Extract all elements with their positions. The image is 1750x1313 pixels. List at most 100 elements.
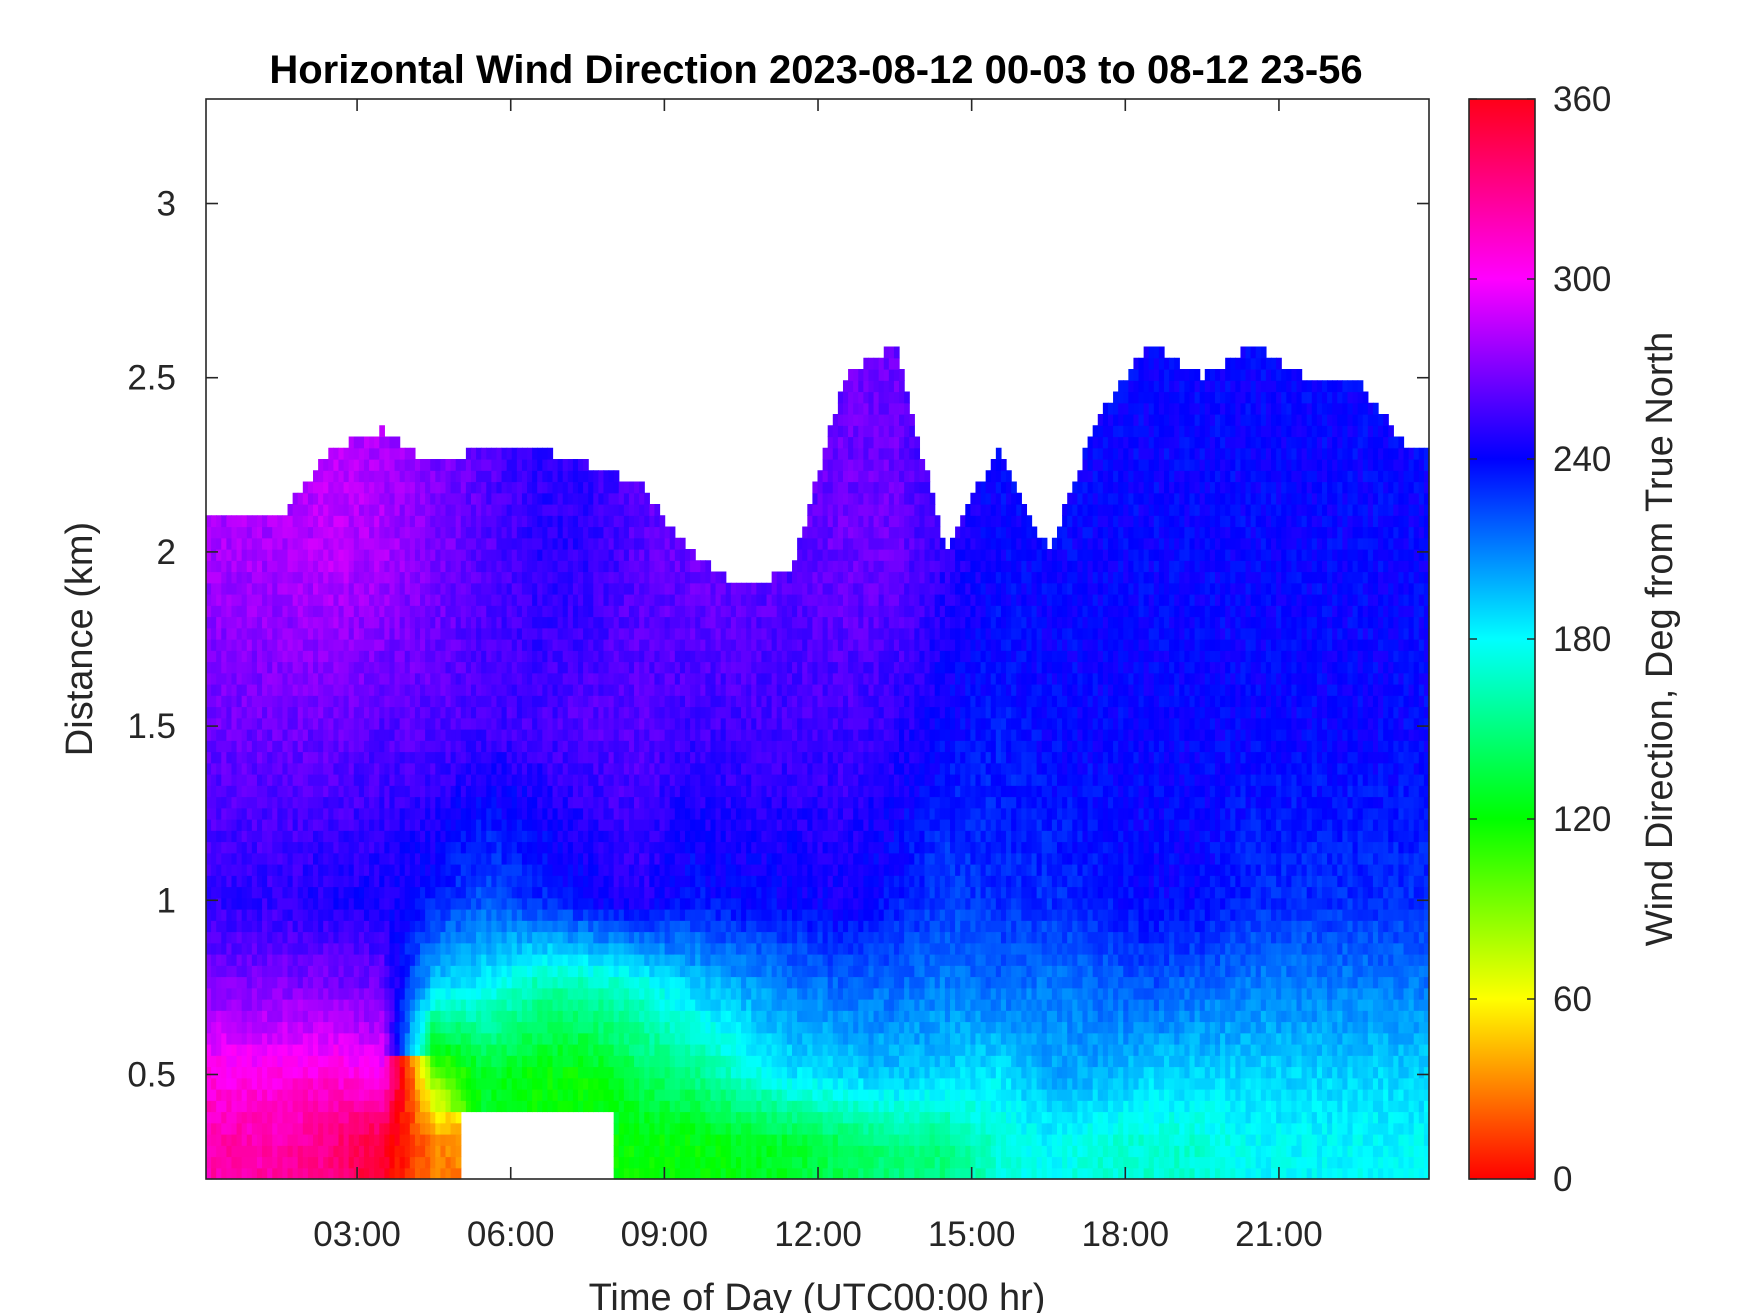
heatmap-cell [256,661,263,674]
heatmap-cell [251,1156,258,1169]
heatmap-cell [542,1077,549,1090]
heatmap-cell [414,841,421,854]
heatmap-cell [476,931,482,944]
heatmap-cell [425,1066,431,1079]
heatmap-cell [537,785,543,798]
heatmap-cell [450,504,457,516]
heatmap-cell [440,717,447,730]
heatmap-cell [333,954,340,966]
heatmap-cell [414,909,421,921]
heatmap-cell [603,886,610,899]
heatmap-cell [476,560,482,573]
heatmap-cell [532,582,538,595]
heatmap-cell [547,852,554,865]
heatmap-cell [297,807,304,820]
heatmap-cell [389,470,396,483]
heatmap-cell [216,987,222,1000]
heatmap-cell [491,740,498,753]
heatmap-cell [537,684,543,696]
heatmap-cell [369,717,375,730]
heatmap-cell [313,774,319,786]
heatmap-cell [241,1156,248,1169]
heatmap-cell [221,1156,227,1169]
heatmap-cell [491,1021,498,1034]
heatmap-cell [231,931,238,944]
heatmap-cell [348,864,355,876]
heatmap-cell [404,549,411,561]
heatmap-cell [547,515,554,528]
heatmap-cell [221,594,227,606]
heatmap-cell [333,650,340,663]
heatmap-cell [435,1066,442,1079]
heatmap-cell [420,830,426,843]
heatmap-cell [547,459,554,471]
heatmap-cell [338,942,345,955]
heatmap-cell [343,1010,350,1023]
heatmap-cell [313,605,319,618]
heatmap-cell [369,740,375,753]
heatmap-cell [542,481,549,494]
heatmap-cell [440,1111,447,1124]
heatmap-cell [363,661,370,674]
heatmap-cell [251,717,258,730]
heatmap-cell [552,717,559,730]
heatmap-cell [491,1077,498,1090]
heatmap-cell [302,807,309,820]
heatmap-cell [552,1032,559,1045]
heatmap-cell [455,470,462,483]
heatmap-cell [578,987,584,1000]
heatmap-cell [506,729,513,741]
heatmap-cell [282,1156,289,1169]
heatmap-cell [425,582,431,595]
heatmap-cell [394,807,401,820]
heatmap-cell [557,897,564,910]
heatmap-cell [404,1077,411,1090]
heatmap-cell [277,582,284,595]
heatmap-cell [460,920,467,933]
heatmap-cell [236,1100,243,1113]
heatmap-cell [476,942,482,955]
heatmap-cell [384,571,391,584]
heatmap-cell [272,864,278,876]
heatmap-cell [221,807,227,820]
heatmap-cell [481,740,487,753]
heatmap-cell [450,627,457,640]
heatmap-cell [333,875,340,888]
heatmap-cell [557,965,564,978]
heatmap-cell [603,492,610,505]
heatmap-cell [409,515,416,528]
heatmap-cell [409,1066,416,1079]
heatmap-cell [516,459,523,471]
heatmap-cell [506,954,513,966]
heatmap-cell [588,740,594,753]
heatmap-cell [282,1089,289,1101]
heatmap-cell [318,1167,324,1180]
heatmap-cell [613,492,620,505]
heatmap-cell [369,1066,375,1079]
heatmap-cell [516,965,523,978]
heatmap-cell [516,819,523,831]
heatmap-cell [307,942,314,955]
heatmap-cell [277,684,284,696]
heatmap-cell [348,942,355,955]
heatmap-cell [420,774,426,786]
heatmap-cell [277,807,284,820]
heatmap-cell [206,1100,212,1113]
heatmap-cell [323,976,329,989]
heatmap-cell [236,582,243,595]
heatmap-cell [267,1145,273,1158]
heatmap-cell [547,830,554,843]
heatmap-cell [282,1066,289,1079]
heatmap-cell [302,661,309,674]
heatmap-cell [506,672,513,685]
heatmap-cell [333,965,340,978]
heatmap-cell [491,560,498,573]
heatmap-cell [465,796,472,809]
heatmap-cell [394,774,401,786]
heatmap-cell [236,650,243,663]
heatmap-cell [292,796,299,809]
heatmap-cell [292,684,299,696]
heatmap-cell [430,526,436,539]
heatmap-cell [583,504,589,516]
heatmap-cell [302,751,309,764]
